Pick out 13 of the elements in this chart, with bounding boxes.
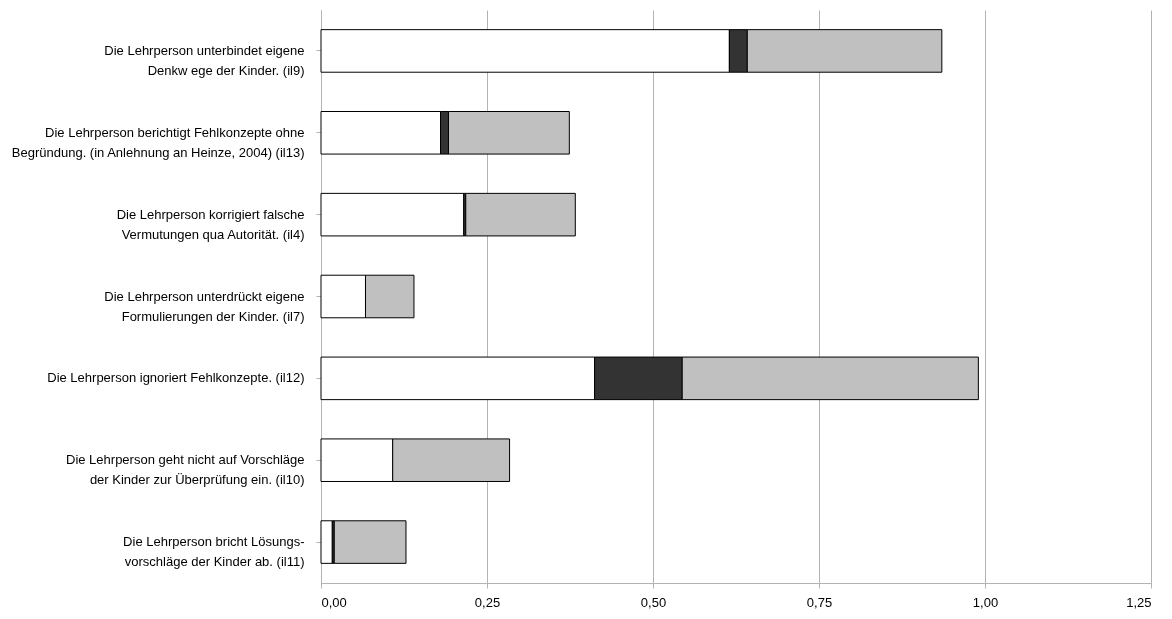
x-tick-label: 0,00 [321,594,347,610]
x-tick-label: 1,00 [972,594,999,610]
y-tick-label: Die Lehrperson unterdrückt eigene Formulierungen der Kinder. (il7) [104,288,305,324]
y-tick-label: Die Lehrperson unterbindet eigene Denkw ege der Kinder. (il9) [104,42,305,78]
x-tick-label: 0,50 [640,594,667,610]
y-tick-label: Die Lehrperson bricht Lösungs- vorschläge der Kinder ab. (il11) [123,534,305,570]
y-tick-label: Die Lehrperson ignoriert Fehlkonzepte. (il12) [47,370,305,386]
x-tick-label: 0,25 [474,594,501,610]
x-tick-label: 0,75 [806,594,833,610]
y-tick-label: Die Lehrperson korrigiert falsche Vermutungen qua Autorität. (il4) [116,206,305,242]
y-tick-label: Die Lehrperson berichtigt Fehlkonzepte ohne Begründung. (in Anlehnung an Heinze, 2004) (il13) [11,124,305,160]
x-tick-label: 1,25 [1126,594,1152,610]
y-tick-label: Die Lehrperson geht nicht auf Vorschläge der Kinder zur Überprüfung ein. (il10) [66,452,305,488]
